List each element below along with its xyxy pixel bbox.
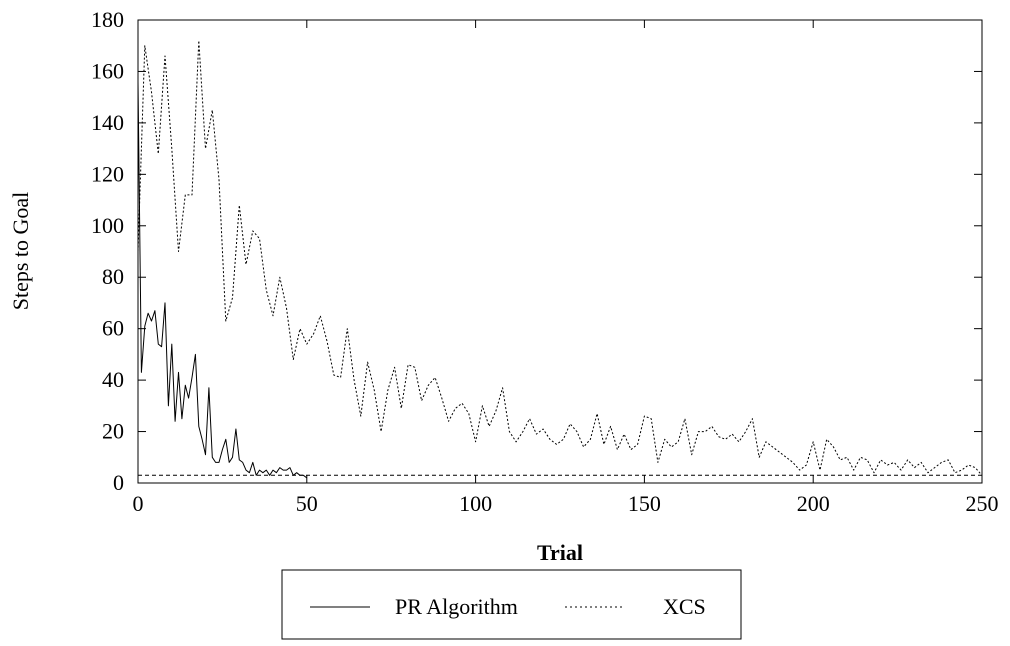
- y-tick-label-120: 120: [91, 161, 124, 186]
- x-tick-label-250: 250: [966, 491, 999, 516]
- y-tick-label-140: 140: [91, 110, 124, 135]
- legend-label-xcs: XCS: [663, 594, 706, 619]
- legend-box: [281, 569, 742, 640]
- y-axis-label: Steps to Goal: [8, 192, 33, 311]
- series-line-pr-algorithm: [137, 81, 308, 479]
- y-tick-label-100: 100: [91, 213, 124, 238]
- x-axis-label: Trial: [537, 540, 583, 565]
- y-tick-label-160: 160: [91, 58, 124, 83]
- x-tick-label-50: 50: [296, 491, 318, 516]
- legend-label-pr-algorithm: PR Algorithm: [395, 594, 518, 619]
- y-tick-label-0: 0: [113, 470, 124, 495]
- series-line-xcs: [137, 40, 983, 476]
- ticks-layer: 0 50 100 150 200 250 0 20 40 60 80 100 120 140 160 180: [91, 7, 999, 516]
- y-tick-label-40: 40: [102, 367, 124, 392]
- y-tick-label-180: 180: [91, 7, 124, 32]
- x-tick-label-0: 0: [133, 491, 144, 516]
- plot-frame: [137, 19, 983, 484]
- y-tick-label-20: 20: [102, 419, 124, 444]
- series-layer: [137, 40, 983, 479]
- y-tick-label-80: 80: [102, 264, 124, 289]
- x-tick-label-100: 100: [459, 491, 492, 516]
- legend: PR Algorithm XCS: [281, 569, 742, 640]
- y-tick-label-60: 60: [102, 316, 124, 341]
- x-tick-label-200: 200: [797, 491, 830, 516]
- x-tick-label-150: 150: [628, 491, 661, 516]
